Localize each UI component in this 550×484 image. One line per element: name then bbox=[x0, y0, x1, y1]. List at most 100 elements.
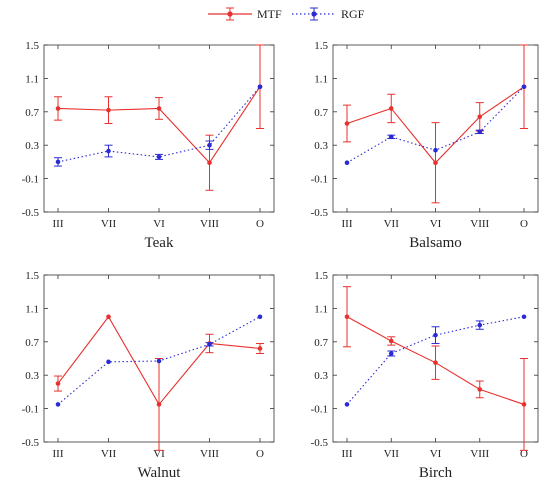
y-tick-label: 0.7 bbox=[25, 337, 39, 349]
panel-title: Teak bbox=[145, 235, 174, 251]
data-point-rgf bbox=[521, 84, 527, 90]
chart-panel-birch: -0.5 -0.1 0.3 0.7 1.1 1.5 III VII VI VIII O Birch bbox=[311, 270, 539, 481]
data-point-rgf bbox=[388, 351, 394, 356]
data-point-mtf bbox=[433, 160, 438, 166]
data-point-rgf bbox=[207, 142, 212, 148]
y-tick-label: -0.1 bbox=[22, 404, 39, 416]
data-point-rgf bbox=[344, 402, 350, 407]
legend-entry-mtf: MTF bbox=[208, 7, 282, 21]
y-tick-label: 1.1 bbox=[314, 73, 328, 85]
data-point-rgf bbox=[207, 342, 212, 347]
x-tick-label: VIII bbox=[470, 448, 489, 460]
data-point-mtf bbox=[477, 387, 483, 392]
y-tick-label: 1.5 bbox=[314, 270, 328, 282]
panel-title: Walnut bbox=[138, 465, 182, 481]
legend-rgf-marker bbox=[311, 11, 317, 17]
y-tick-label: 1.5 bbox=[25, 270, 39, 282]
data-point-mtf bbox=[388, 338, 394, 344]
data-point-rgf bbox=[257, 84, 263, 90]
x-tick-label: VII bbox=[101, 218, 117, 230]
data-point-mtf bbox=[156, 402, 162, 407]
panel-title: Birch bbox=[419, 465, 453, 481]
x-tick-label: VI bbox=[430, 448, 442, 460]
y-tick-label: 0.3 bbox=[25, 140, 39, 152]
data-point-mtf bbox=[55, 381, 61, 386]
series-line-rgf bbox=[57, 86, 261, 163]
data-point-rgf bbox=[388, 134, 394, 140]
data-point-rgf bbox=[156, 358, 162, 364]
y-tick-label: 0.3 bbox=[25, 370, 39, 382]
panel-title: Balsamo bbox=[409, 235, 462, 251]
y-tick-label: 1.1 bbox=[25, 73, 39, 85]
x-tick-label: O bbox=[520, 448, 528, 460]
series-rgf bbox=[344, 84, 527, 166]
data-point-rgf bbox=[521, 314, 527, 320]
series-mtf bbox=[343, 286, 528, 451]
legend-mtf-marker bbox=[227, 11, 233, 17]
y-tick-label: 1.5 bbox=[25, 40, 39, 52]
data-point-rgf bbox=[477, 322, 483, 328]
legend-rgf-label: RGF bbox=[341, 7, 365, 21]
data-point-mtf bbox=[106, 314, 111, 320]
x-tick-label: III bbox=[53, 218, 64, 230]
series-mtf bbox=[343, 44, 528, 204]
x-tick-label: O bbox=[520, 218, 528, 230]
data-point-rgf bbox=[257, 314, 263, 320]
y-tick-label: 1.5 bbox=[314, 40, 328, 52]
x-tick-label: III bbox=[342, 218, 353, 230]
chart-panel-walnut: -0.5 -0.1 0.3 0.7 1.1 1.5 III VII VI VIII O Walnut bbox=[22, 270, 275, 481]
x-tick-label: VI bbox=[153, 218, 165, 230]
data-point-mtf bbox=[477, 114, 483, 120]
series-rgf bbox=[55, 314, 263, 407]
y-tick-label: -0.1 bbox=[311, 174, 328, 186]
x-tick-label: O bbox=[256, 448, 264, 460]
data-point-rgf bbox=[344, 160, 350, 166]
data-point-rgf bbox=[156, 154, 162, 160]
data-point-rgf bbox=[433, 332, 438, 338]
x-tick-label: VI bbox=[430, 218, 442, 230]
legend-mtf-label: MTF bbox=[257, 7, 282, 21]
data-point-rgf bbox=[106, 148, 111, 154]
x-tick-label: VIII bbox=[200, 448, 219, 460]
data-point-rgf bbox=[55, 159, 61, 165]
y-tick-label: -0.5 bbox=[22, 437, 40, 449]
y-tick-label: 0.3 bbox=[314, 370, 328, 382]
y-tick-label: 0.3 bbox=[314, 140, 328, 152]
y-tick-label: 1.1 bbox=[314, 303, 328, 315]
y-tick-label: 1.1 bbox=[25, 303, 39, 315]
data-point-mtf bbox=[388, 106, 394, 111]
data-point-mtf bbox=[433, 360, 438, 365]
data-point-mtf bbox=[55, 106, 61, 111]
x-tick-label: III bbox=[53, 448, 64, 460]
y-tick-label: -0.5 bbox=[311, 207, 329, 219]
x-tick-label: VII bbox=[101, 448, 117, 460]
series-rgf bbox=[54, 84, 263, 167]
series-rgf bbox=[344, 314, 527, 407]
chart-panel-teak: -0.5 -0.1 0.3 0.7 1.1 1.5 III VII VI VIII O Teak bbox=[22, 40, 275, 251]
y-tick-label: -0.1 bbox=[22, 174, 39, 186]
data-point-mtf bbox=[521, 402, 527, 407]
y-tick-label: 0.7 bbox=[25, 107, 39, 119]
series-mtf bbox=[54, 314, 264, 451]
x-tick-label: O bbox=[256, 218, 264, 230]
data-point-rgf bbox=[55, 402, 61, 407]
data-point-mtf bbox=[106, 107, 111, 113]
data-point-rgf bbox=[433, 147, 438, 153]
x-tick-label: VI bbox=[153, 448, 165, 460]
x-tick-label: VIII bbox=[200, 218, 219, 230]
y-tick-label: -0.5 bbox=[311, 437, 329, 449]
y-tick-label: 0.7 bbox=[314, 337, 328, 349]
plot-frame bbox=[43, 44, 275, 213]
data-point-mtf bbox=[344, 121, 350, 126]
data-point-mtf bbox=[156, 106, 162, 111]
data-point-mtf bbox=[257, 346, 263, 351]
chart-panel-balsamo: -0.5 -0.1 0.3 0.7 1.1 1.5 III VII VI VIII O Balsamo bbox=[311, 40, 539, 251]
data-point-mtf bbox=[344, 314, 350, 320]
x-tick-label: VII bbox=[384, 218, 400, 230]
x-tick-label: VII bbox=[384, 448, 400, 460]
data-point-mtf bbox=[207, 160, 212, 166]
y-tick-label: 0.7 bbox=[314, 107, 328, 119]
x-tick-label: III bbox=[342, 448, 353, 460]
x-tick-label: VIII bbox=[470, 218, 489, 230]
